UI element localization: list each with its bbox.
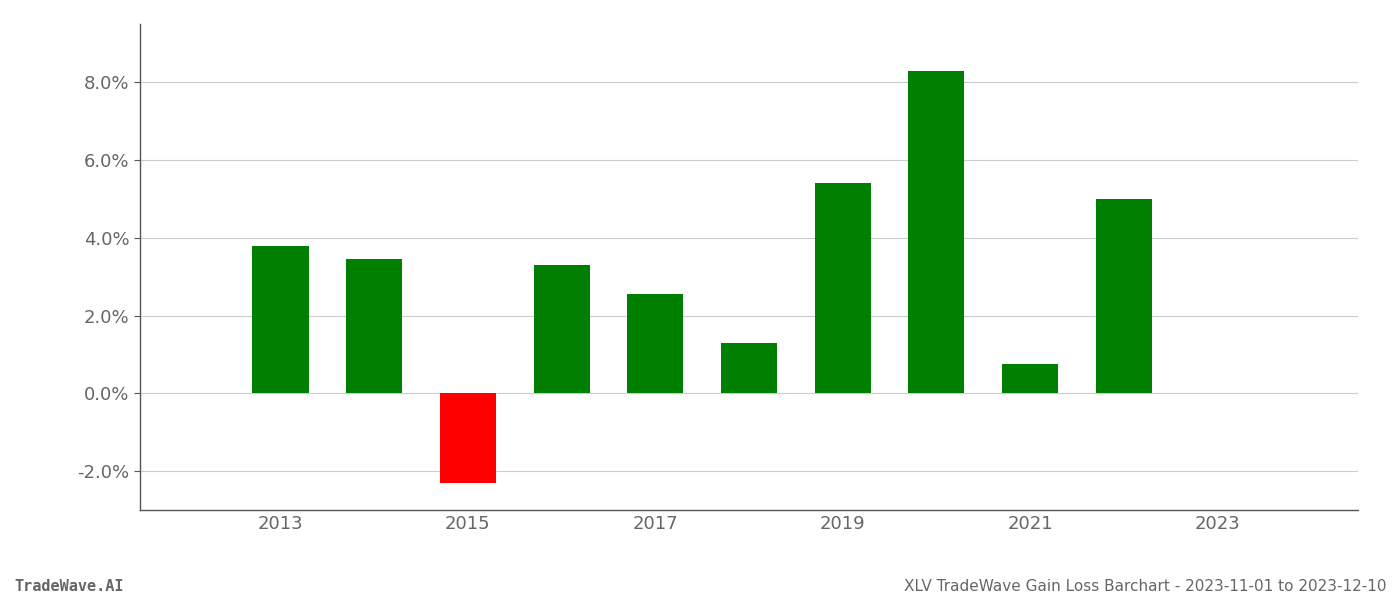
Bar [533,265,589,394]
Bar [346,259,402,394]
Bar [1096,199,1152,394]
Bar [815,184,871,394]
Bar [721,343,777,394]
Bar [627,294,683,394]
Bar [1002,364,1058,394]
Bar [440,394,496,483]
Bar [909,71,965,394]
Text: XLV TradeWave Gain Loss Barchart - 2023-11-01 to 2023-12-10: XLV TradeWave Gain Loss Barchart - 2023-… [903,579,1386,594]
Text: TradeWave.AI: TradeWave.AI [14,579,123,594]
Bar [252,245,308,394]
